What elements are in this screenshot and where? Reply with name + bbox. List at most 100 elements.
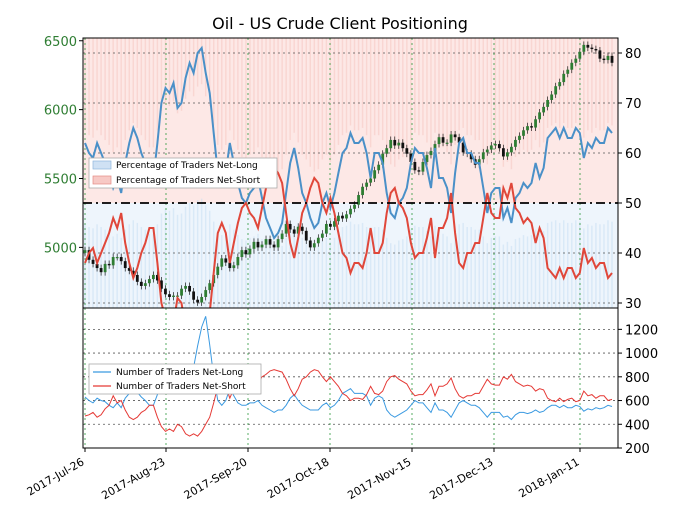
price-candle [413,161,417,171]
price-candle [103,263,107,273]
price-candle [180,288,183,296]
net-short-bar [281,38,283,170]
net-short-bar [309,38,312,167]
net-long-bar [289,229,291,308]
price-candle [377,164,381,171]
net-short-bar [575,38,577,124]
price-candle [304,230,308,241]
net-long-bar [534,229,537,308]
price-candle [256,241,260,248]
net-short-bar [373,38,376,136]
legend-swatch-net-short [92,175,112,185]
net-long-bar [406,236,408,308]
net-short-bar [482,38,484,153]
net-long-bar [526,236,529,308]
price-candle [401,142,405,149]
price-candle [164,288,167,295]
net-long-bar [208,210,211,308]
net-short-bar [398,38,400,160]
price-candle [493,144,497,146]
price-candle [99,268,103,273]
net-short-bar [136,38,139,128]
net-long-bar [152,233,155,308]
net-long-bar [88,227,90,308]
net-long-bar [434,225,436,308]
price-candle [461,142,465,153]
net-short-bar [257,38,259,148]
net-long-bar [333,237,336,308]
net-long-bar [321,240,324,308]
price-candle [449,134,453,143]
net-short-bar [132,38,134,124]
net-short-bar [128,38,130,131]
net-long-bar [438,233,440,308]
net-short-bar [249,38,251,155]
net-long-bar [458,224,460,308]
bottom-panel: 200 400 600 800 1000 1200 Number of Traders N… [82,307,658,457]
net-long-bar [369,233,372,308]
net-short-bar [337,38,340,145]
price-candle [606,55,610,61]
net-short-bar [333,38,336,155]
top-panel-bands [83,38,618,308]
top-panel-series [83,41,614,361]
price-candle [337,215,340,222]
price-candle [139,281,143,286]
net-long-bar [116,233,118,308]
price-candle [131,270,135,275]
net-long-bar [172,208,175,308]
net-long-bar [470,227,472,308]
net-short-bar [526,38,529,153]
net-short-bar [494,38,497,153]
price-candle [393,139,397,146]
price-candle [361,186,364,196]
net-short-bar [233,38,235,141]
legend-label-count-net-short: Number of Traders Net-Short [116,382,246,392]
net-long-bar [160,213,163,308]
net-long-bar [575,220,577,308]
net-long-bar [583,228,585,308]
net-long-bar [245,240,247,308]
net-long-bar [140,227,143,308]
net-long-bar [144,229,147,308]
net-long-bar [450,243,452,308]
net-short-bar [567,38,569,128]
net-short-bar [164,38,167,104]
price-candle [248,248,252,255]
percent-tick-label: 50 [625,197,642,212]
net-short-bar [277,38,279,175]
net-short-bar [265,38,267,167]
net-short-bar [305,38,307,160]
price-candle [369,178,373,183]
net-long-bar [377,227,380,308]
net-short-bar [317,38,320,170]
net-long-bar [599,224,601,308]
net-short-bar [418,38,420,136]
net-long-bar [502,244,505,308]
price-candle [425,155,429,162]
price-candle [292,229,296,234]
net-long-bar [426,231,428,308]
price-candle [147,279,151,284]
price-candle [91,259,95,264]
price-tick-label: 5000 [44,241,77,256]
net-long-bar [341,227,344,308]
net-long-bar [132,220,134,308]
legend-label-net-short: Percentage of Traders Net-Short [116,176,261,186]
net-short-bar [595,38,597,128]
net-long-bar [563,220,565,308]
net-long-bar [498,236,501,308]
price-candle [345,214,348,219]
price-candle [457,137,461,143]
price-candle [381,153,385,165]
net-long-bar [112,236,114,308]
net-short-bar [377,38,380,136]
price-candle [296,226,300,234]
net-long-bar [410,229,412,308]
price-candle [530,126,533,128]
net-short-bar [269,38,271,172]
price-candle [349,208,352,215]
net-long-bar [293,225,295,308]
net-short-bar [534,38,537,141]
